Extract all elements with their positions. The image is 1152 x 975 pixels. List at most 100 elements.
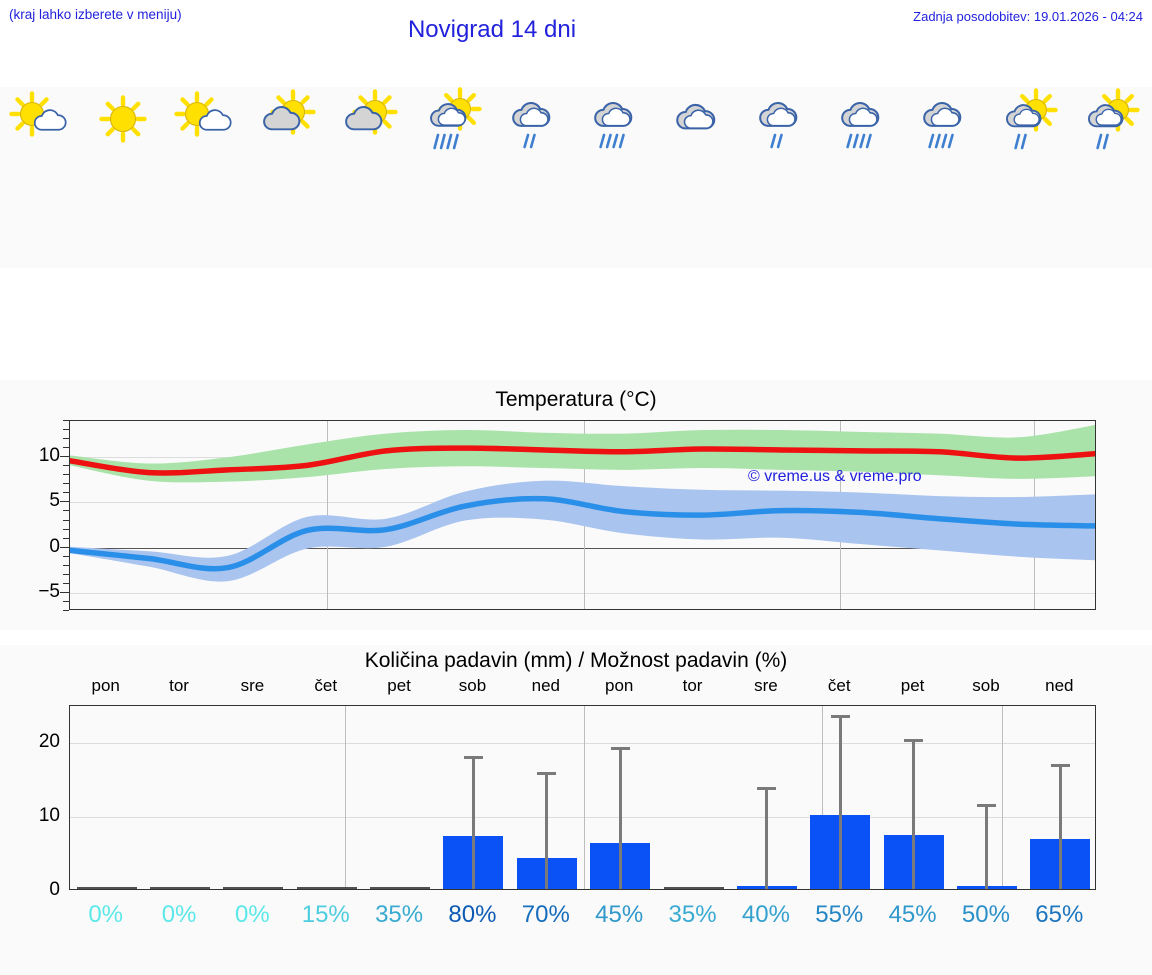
- precipitation-day-label: čet: [827, 676, 851, 695]
- sun-cloud-icon: [169, 91, 243, 149]
- precipitation-error-bar-cap: [1050, 763, 1070, 767]
- precipitation-bar[interactable]: [76, 886, 137, 889]
- precipitation-day-label: sre: [240, 676, 265, 695]
- day-column[interactable]: [905, 87, 987, 268]
- day-column[interactable]: [494, 87, 576, 268]
- precipitation-probability-label: 65%: [1035, 901, 1084, 928]
- precipitation-probability-label: 0%: [235, 901, 270, 928]
- precipitation-chart-title: Količina padavin (mm) / Možnost padavin …: [364, 649, 788, 672]
- cloud-rain-icon: [580, 91, 654, 149]
- max-temp-line: [70, 445, 1095, 476]
- precipitation-day-label: sre: [754, 676, 778, 695]
- precipitation-vgridline: [345, 706, 347, 889]
- precipitation-y-tick-label: 20: [38, 731, 60, 752]
- precipitation-gridline: [70, 743, 1095, 744]
- temperature-y-tick-mark: [63, 528, 69, 530]
- precipitation-bar[interactable]: [150, 886, 211, 889]
- day-column[interactable]: [247, 87, 329, 268]
- day-column[interactable]: [165, 87, 247, 268]
- precipitation-error-bar: [912, 739, 916, 889]
- temperature-y-tick-mark: [60, 546, 69, 548]
- temperature-y-tick-mark: [63, 429, 69, 431]
- sun-cloud-icon: [4, 91, 78, 149]
- precipitation-plot-area: [69, 705, 1096, 890]
- day-column[interactable]: [741, 87, 823, 268]
- precipitation-day-label: pon: [91, 676, 120, 695]
- temperature-y-tick-mark: [63, 519, 69, 521]
- temperature-y-tick-mark: [63, 492, 69, 494]
- day-column[interactable]: [82, 87, 164, 268]
- temperature-y-tick-mark: [60, 456, 69, 458]
- cloud-icon: [662, 91, 736, 149]
- temperature-series-svg: [70, 424, 1095, 582]
- temperature-y-tick-mark: [63, 438, 69, 440]
- precipitation-error-bar: [765, 787, 769, 889]
- temperature-y-tick-mark: [63, 537, 69, 539]
- temperature-gridline: [70, 547, 1095, 549]
- cloud-light-rain-icon: [498, 91, 572, 149]
- last-update-text: Zadnja posodobitev: 19.01.2026 - 04:24: [913, 9, 1143, 24]
- top-bar: (kraj lahko izberete v meniju) Novigrad …: [0, 0, 1152, 56]
- precipitation-error-bar-cap: [830, 714, 850, 718]
- temperature-y-tick-label: −5: [38, 580, 60, 602]
- temperature-y-tick-mark: [63, 420, 69, 421]
- precipitation-error-bar: [471, 755, 475, 889]
- precipitation-probability-label: 0%: [88, 901, 124, 928]
- precipitation-probability-label: 50%: [961, 901, 1010, 928]
- day-column[interactable]: [987, 87, 1069, 268]
- precipitation-bar[interactable]: [663, 886, 724, 889]
- menu-hint-text: (kraj lahko izberete v meniju): [9, 7, 182, 22]
- temperature-y-tick-mark: [63, 447, 69, 449]
- precipitation-error-bar-cap: [610, 746, 630, 750]
- precipitation-error-bar-cap: [757, 787, 777, 791]
- cloud-sun-icon: [333, 89, 407, 149]
- temperature-y-tick-mark: [63, 555, 69, 557]
- temperature-y-tick-mark: [63, 582, 69, 584]
- sun-cloud-light-rain-icon: [992, 88, 1066, 150]
- precipitation-day-label: ned: [1045, 676, 1074, 695]
- temperature-y-tick-mark: [60, 591, 69, 593]
- day-column[interactable]: [658, 87, 740, 268]
- precipitation-probability-label: 45%: [595, 901, 644, 928]
- precipitation-vgridline: [1001, 706, 1003, 889]
- temperature-y-tick-mark: [63, 465, 69, 467]
- temperature-y-tick-mark: [63, 483, 69, 485]
- precipitation-probability-label: 15%: [301, 901, 350, 928]
- precipitation-error-bar-cap: [977, 804, 997, 808]
- daily-forecast-strip: [0, 87, 1152, 268]
- precipitation-bar[interactable]: [296, 886, 357, 889]
- precipitation-error-bar-cap: [904, 739, 924, 743]
- day-column[interactable]: [411, 87, 493, 268]
- precipitation-bar[interactable]: [370, 886, 431, 889]
- precipitation-probability-label: 35%: [375, 901, 424, 928]
- precipitation-bar[interactable]: [223, 886, 284, 889]
- day-column[interactable]: [329, 87, 411, 268]
- min-temp-line: [70, 495, 1095, 572]
- precipitation-day-label: ned: [531, 676, 560, 695]
- cloud-light-rain-icon: [745, 91, 819, 149]
- temperature-y-tick-label: 0: [49, 535, 60, 557]
- precipitation-probability-label: 70%: [521, 901, 570, 928]
- cloud-rain-icon: [827, 91, 901, 149]
- precipitation-error-bar-cap: [463, 755, 483, 759]
- precipitation-day-label: sob: [458, 676, 487, 695]
- day-column[interactable]: [823, 87, 905, 268]
- temperature-y-tick-mark: [60, 501, 69, 503]
- precipitation-probability-label: 0%: [161, 901, 197, 928]
- precipitation-gridline: [70, 817, 1095, 818]
- temperature-gridline: [70, 592, 1095, 594]
- day-column[interactable]: [0, 87, 82, 268]
- day-column[interactable]: [1070, 87, 1152, 268]
- temperature-y-tick-mark: [63, 610, 69, 611]
- sun-cloud-rain-icon: [416, 87, 490, 150]
- precipitation-error-bar: [618, 746, 622, 889]
- precipitation-probability-label: 45%: [888, 901, 937, 928]
- temperature-plot-area: [69, 420, 1096, 610]
- precipitation-error-bar: [985, 804, 989, 889]
- temperature-vgridline: [326, 421, 328, 609]
- temperature-y-tick-mark: [63, 474, 69, 476]
- precipitation-probability-label: 40%: [741, 901, 790, 928]
- precipitation-probability-label: 80%: [448, 901, 497, 928]
- day-column[interactable]: [576, 87, 658, 268]
- temperature-chart-title: Temperatura (°C): [495, 388, 657, 411]
